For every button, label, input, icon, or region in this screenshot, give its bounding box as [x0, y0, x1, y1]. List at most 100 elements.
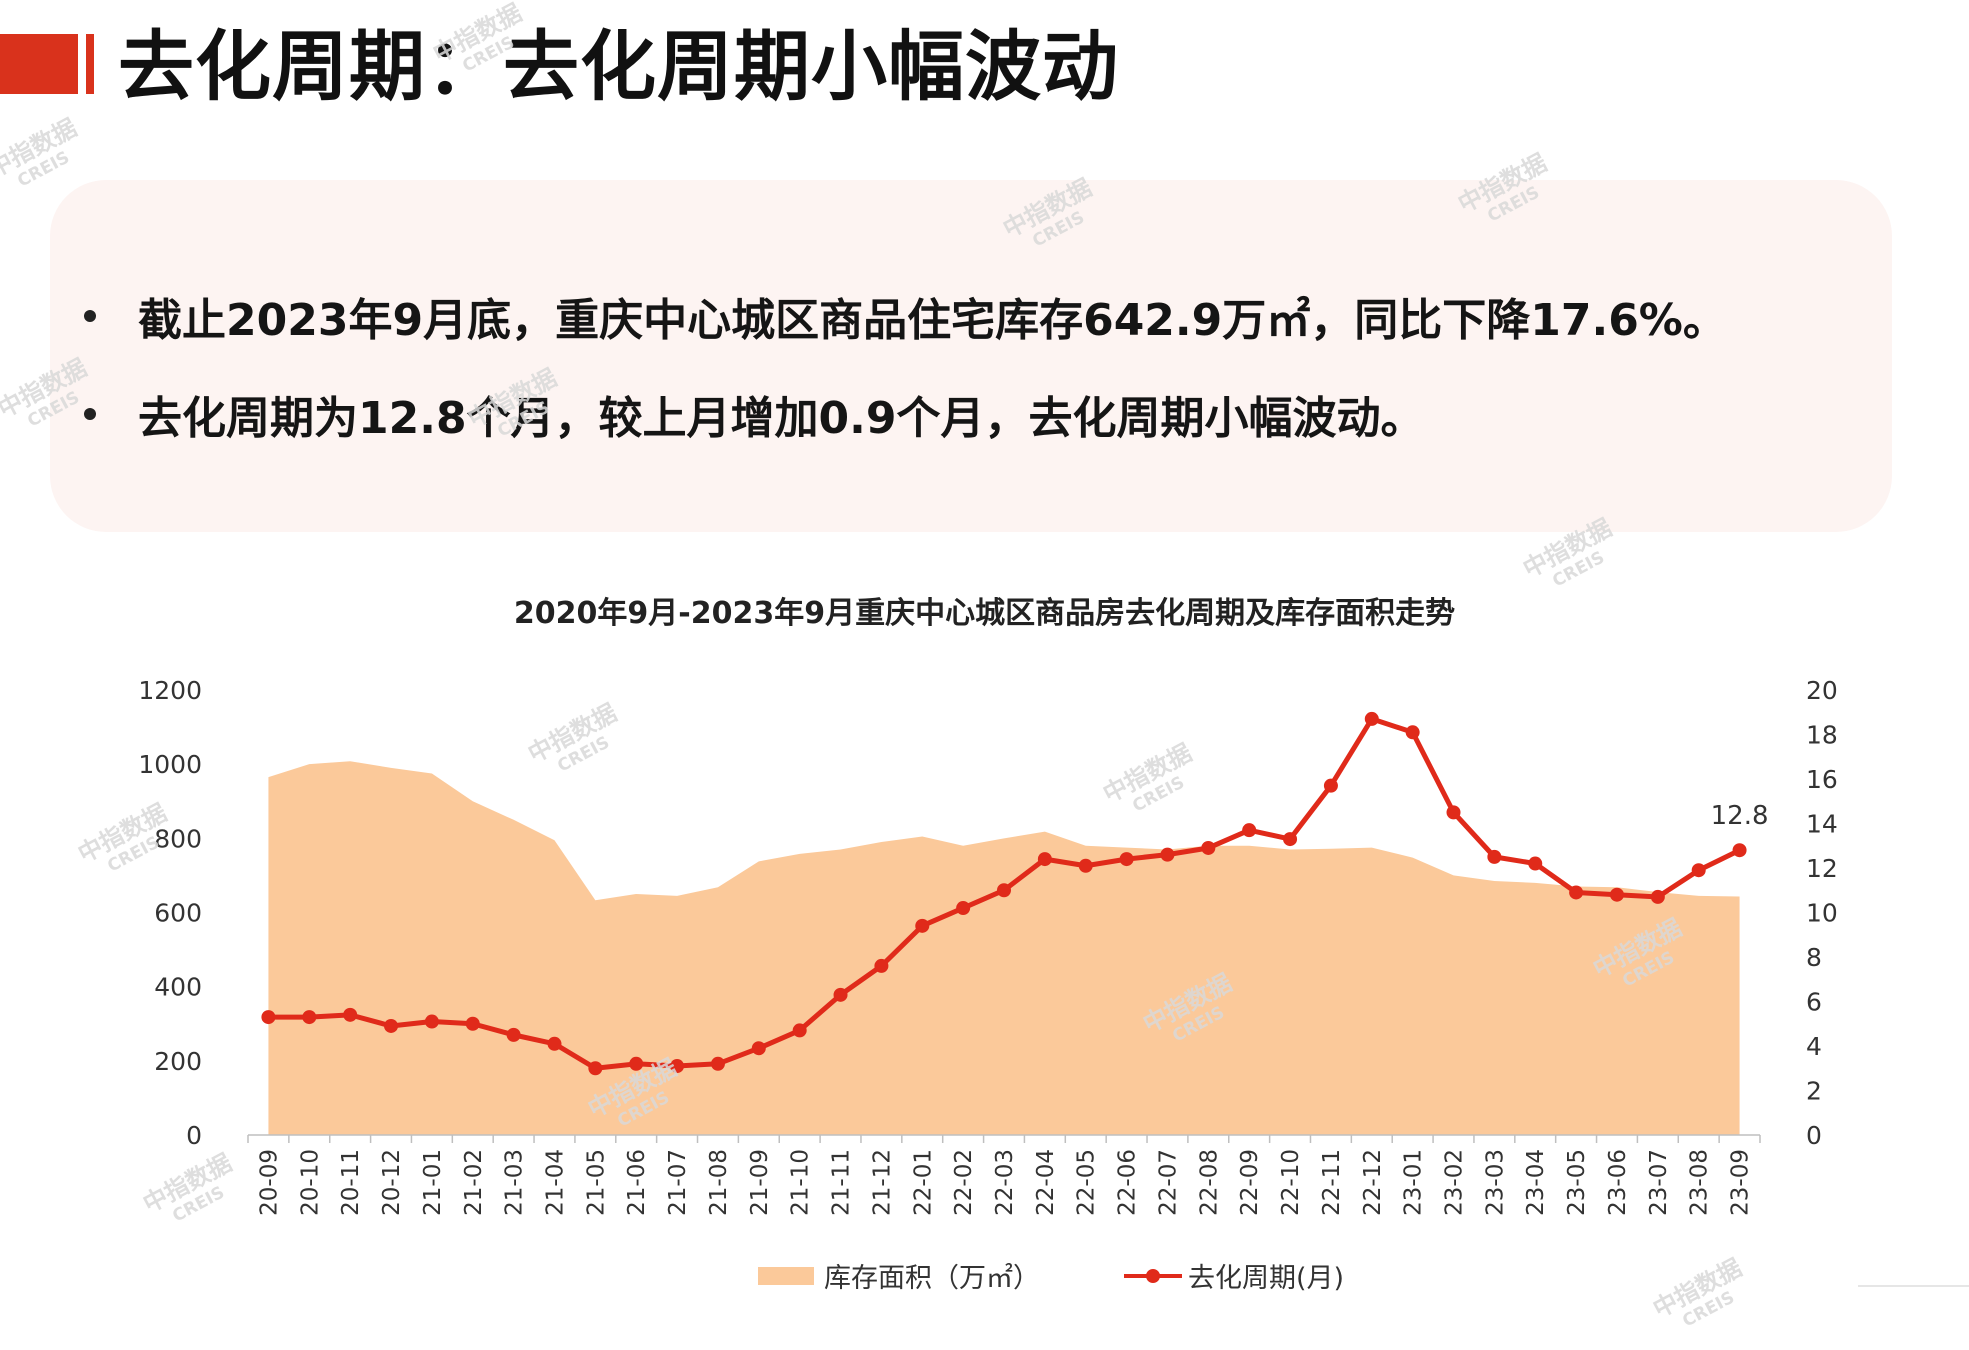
cycle-point [792, 1023, 807, 1038]
x-tick-label: 22-12 [1360, 1149, 1386, 1216]
y-left-tick-label: 0 [186, 1121, 202, 1150]
x-tick-label: 20-10 [297, 1149, 323, 1216]
cycle-point [833, 987, 848, 1002]
cycle-point [1487, 849, 1502, 864]
x-tick-label: 23-02 [1442, 1149, 1468, 1216]
cycle-point [1283, 832, 1298, 847]
x-tick-label: 21-03 [502, 1149, 528, 1216]
y-left-tick-label: 400 [154, 973, 202, 1002]
legend-line-swatch [1124, 1266, 1182, 1286]
y-right-tick-label: 6 [1806, 988, 1822, 1017]
legend-item-inventory: 库存面积（万㎡） [758, 1256, 1040, 1295]
x-tick-label: 21-08 [706, 1149, 732, 1216]
x-tick-label: 22-03 [992, 1149, 1018, 1216]
axes-layer: 20-09 20-10 20-11 20-12 21-01 21-02 21-03 21-04… [138, 676, 1837, 1216]
bullet-dot-icon [84, 408, 96, 420]
x-tick-label: 23-04 [1523, 1149, 1549, 1216]
x-tick-label: 23-05 [1564, 1149, 1590, 1216]
title-accent-block [0, 34, 78, 94]
cycle-point [302, 1010, 317, 1025]
summary-panel [50, 180, 1892, 532]
cycle-point [1364, 711, 1379, 726]
y-right-tick-label: 10 [1806, 899, 1838, 928]
x-tick-label: 21-01 [420, 1149, 446, 1216]
x-tick-label: 22-05 [1074, 1149, 1100, 1216]
cycle-point [465, 1016, 480, 1031]
title-accent-stripe [86, 34, 94, 94]
y-left-tick-label: 1200 [138, 676, 202, 705]
x-tick-label: 21-10 [788, 1149, 814, 1216]
cycle-point [997, 883, 1011, 898]
bullet-dot-icon [84, 310, 96, 322]
cycle-point [1242, 823, 1257, 838]
x-tick-label: 22-09 [1237, 1149, 1263, 1216]
cycle-point [915, 918, 930, 933]
chart-area: 20-09 20-10 20-11 20-12 21-01 21-02 21-03 21-04… [138, 676, 1837, 1216]
cycle-point [874, 958, 889, 973]
inventory-area [268, 761, 1740, 1135]
x-tick-label: 20-09 [256, 1149, 282, 1216]
x-tick-label: 22-06 [1115, 1149, 1141, 1216]
legend-area-swatch [758, 1266, 814, 1285]
cycle-point [629, 1056, 644, 1071]
y-left-tick-label: 800 [154, 824, 202, 853]
cycle-point [1323, 778, 1338, 793]
y-right-tick-label: 8 [1806, 943, 1822, 972]
cycle-point [1650, 889, 1665, 904]
cycle-point [261, 1010, 276, 1025]
cycle-line-layer [261, 711, 1747, 1076]
y-right-tick-label: 2 [1806, 1077, 1822, 1106]
x-tick-label: 23-06 [1605, 1149, 1631, 1216]
y-right-tick-label: 4 [1806, 1032, 1822, 1061]
summary-bullet-text: 截止2023年9月底，重庆中心城区商品住宅库存642.9万㎡，同比下降17.6%… [138, 295, 1727, 346]
x-tick-label: 20-11 [338, 1149, 364, 1216]
cycle-point [547, 1036, 562, 1051]
y-left-tick-label: 600 [154, 899, 202, 928]
legend-label: 库存面积（万㎡） [824, 1263, 1040, 1294]
corner-divider [1858, 1285, 1969, 1287]
cycle-point [1160, 847, 1175, 862]
x-tick-label: 21-06 [624, 1149, 650, 1216]
cycle-point [1119, 852, 1134, 867]
cycle-point [588, 1061, 603, 1076]
cycle-point [1201, 840, 1216, 855]
x-tick-label: 22-07 [1155, 1149, 1181, 1216]
x-tick-label: 21-11 [829, 1149, 855, 1216]
x-tick-label: 21-05 [583, 1149, 609, 1216]
x-tick-label: 23-03 [1482, 1149, 1508, 1216]
x-tick-label: 23-07 [1646, 1149, 1672, 1216]
x-tick-label: 22-01 [910, 1149, 936, 1216]
page-title: 去化周期：去化周期小幅波动 [118, 22, 1119, 111]
summary-bullet-text: 去化周期为12.8个月，较上月增加0.9个月，去化周期小幅波动。 [138, 393, 1425, 444]
cycle-point [1405, 725, 1420, 740]
cycle-point [343, 1007, 358, 1022]
cycle-point [1609, 887, 1624, 902]
x-tick-label: 22-04 [1033, 1149, 1059, 1216]
chart-title: 2020年9月-2023年9月重庆中心城区商品房去化周期及库存面积走势 [513, 596, 1456, 631]
legend-item-cycle: 去化周期(月) [1124, 1256, 1344, 1295]
y-right-tick-label: 16 [1806, 765, 1838, 794]
x-tick-label: 22-02 [951, 1149, 977, 1216]
cycle-point [1037, 852, 1052, 867]
labels-layer: 12.8 [1711, 801, 1769, 831]
y-right-tick-label: 12 [1806, 854, 1838, 883]
cycle-point [1732, 843, 1747, 858]
x-tick-label: 21-09 [747, 1149, 773, 1216]
x-tick-label: 23-09 [1728, 1149, 1754, 1216]
title-accent-bar [0, 34, 94, 94]
summary-bullet-1: 截止2023年9月底，重庆中心城区商品住宅库存642.9万㎡，同比下降17.6%… [84, 284, 1727, 348]
cycle-point [1078, 858, 1093, 873]
y-right-tick-label: 14 [1806, 810, 1838, 839]
x-tick-label: 20-12 [379, 1149, 405, 1216]
cycle-point [1528, 856, 1543, 871]
cycle-point [1569, 885, 1584, 900]
y-right-tick-label: 18 [1806, 721, 1838, 750]
inventory-area-layer [268, 761, 1740, 1135]
x-tick-label: 21-12 [869, 1149, 895, 1216]
x-tick-label: 21-02 [461, 1149, 487, 1216]
cycle-point [751, 1041, 766, 1056]
x-tick-label: 22-11 [1319, 1149, 1345, 1216]
cycle-point [1691, 863, 1706, 878]
x-tick-label: 21-07 [665, 1149, 691, 1216]
watermark: 中指数据 CREIS [1648, 1254, 1756, 1342]
